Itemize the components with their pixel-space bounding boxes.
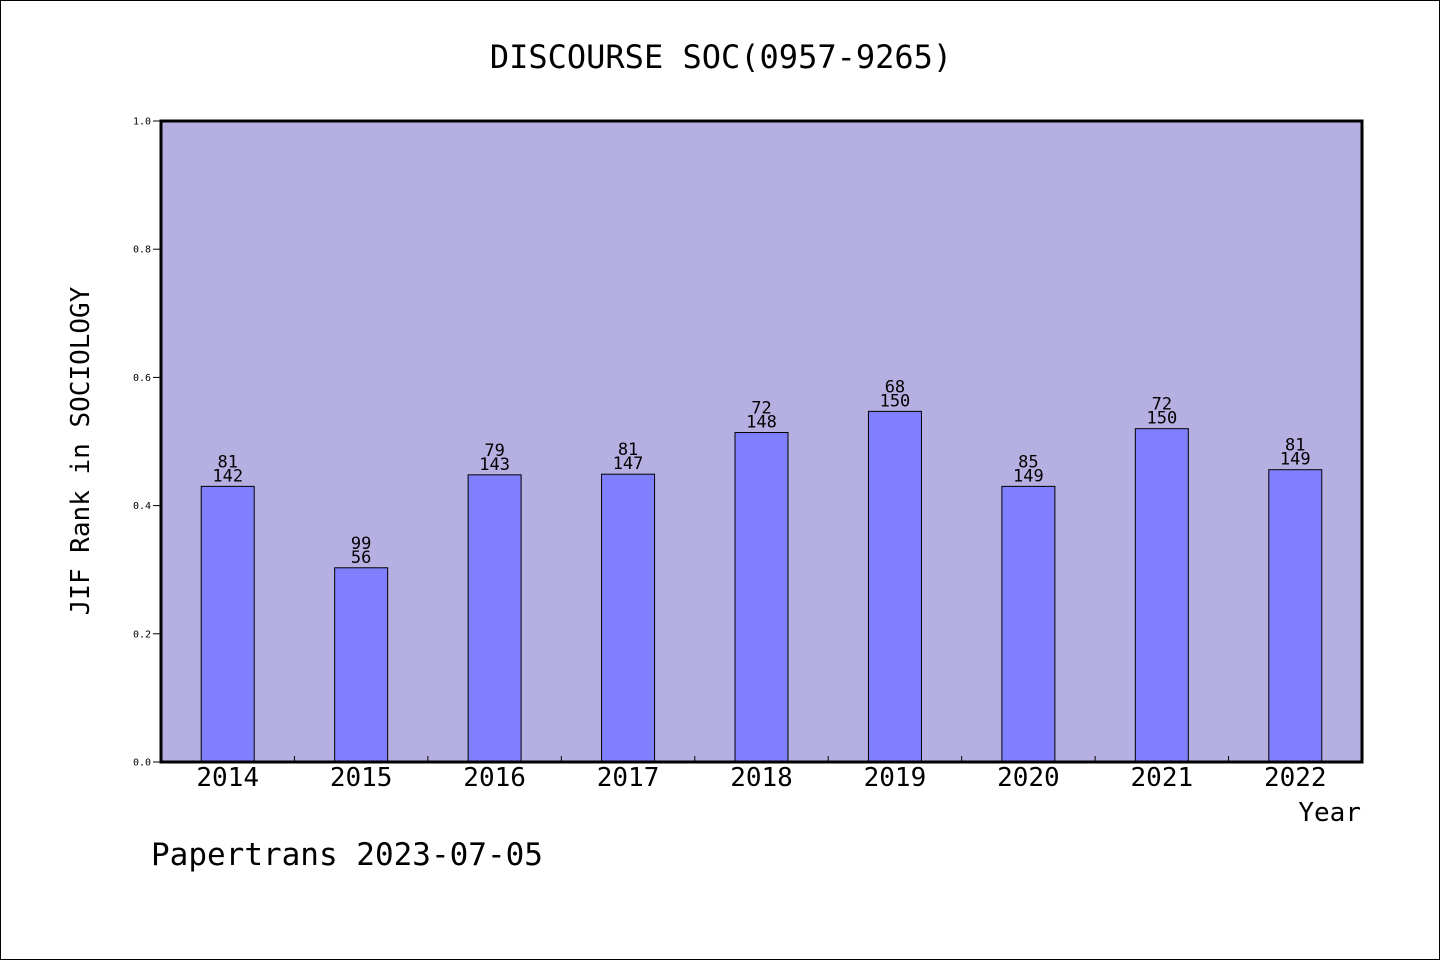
bar-label-total: 56 [351, 548, 371, 568]
bar-label-rank: 72 [1152, 395, 1172, 415]
footer-credit: Papertrans 2023-07-05 [151, 837, 543, 873]
y-tick-label: 0.4 [133, 501, 151, 512]
chart-title: DISCOURSE SOC(0957-9265) [490, 38, 952, 76]
x-axis: 2014 2015 2016 2017 2018 2019 2020 2021 2022 [196, 756, 1327, 793]
y-tick-label: 0.8 [133, 245, 151, 256]
y-tick-label: 1.0 [133, 117, 151, 128]
bar-label-rank: 81 [618, 440, 638, 460]
y-tick-label: 0.2 [133, 629, 151, 640]
y-tick-label: 0.0 [133, 758, 151, 769]
bars-group: 8114299567914381147721486815085149721508… [200, 377, 1323, 763]
bar-label-rank: 68 [885, 377, 905, 397]
x-tick-label: 2015 [330, 763, 393, 793]
bar-label-total: 149 [1013, 466, 1044, 486]
x-tick-label: 2021 [1131, 763, 1194, 793]
bar-label-total: 149 [1280, 450, 1311, 470]
bar-2015 [334, 567, 389, 763]
bar-label-total: 143 [479, 455, 510, 475]
x-tick-label: 2016 [463, 763, 526, 793]
y-axis: 0.0 0.2 0.4 0.6 0.8 1.0 [133, 117, 161, 769]
x-tick-label: 2019 [864, 763, 927, 793]
bar-label-total: 142 [212, 466, 243, 486]
bar-2014 [200, 485, 255, 763]
x-tick-label: 2018 [730, 763, 793, 793]
x-tick-label: 2017 [597, 763, 660, 793]
bar-2020 [1001, 485, 1056, 763]
x-tick-label: 2022 [1264, 763, 1327, 793]
bar-2016 [467, 474, 522, 763]
bar-label-total: 148 [746, 413, 777, 433]
x-axis-label: Year [1298, 798, 1361, 828]
bar-label-rank: 72 [751, 399, 771, 419]
bar-2021 [1134, 428, 1189, 763]
bar-2022 [1268, 469, 1323, 763]
y-tick-label: 0.6 [133, 373, 151, 384]
bar-label-total: 147 [613, 454, 644, 474]
bar-label-rank: 85 [1018, 452, 1038, 472]
bar-2018 [734, 432, 789, 763]
plot-border [159, 119, 1364, 764]
bar-label-rank: 81 [1285, 436, 1305, 456]
bar-label-total: 150 [1146, 409, 1177, 429]
y-axis-label: JIF Rank in SOCIOLOGY [66, 286, 96, 615]
bar-label-rank: 81 [217, 452, 237, 472]
bar-label-total: 150 [880, 391, 911, 411]
x-tick-label: 2020 [997, 763, 1060, 793]
bar-2019 [867, 410, 922, 763]
x-tick-label: 2014 [196, 763, 259, 793]
bar-label-rank: 99 [351, 534, 371, 554]
bar-label-rank: 79 [484, 441, 504, 461]
bar-2017 [601, 473, 656, 763]
